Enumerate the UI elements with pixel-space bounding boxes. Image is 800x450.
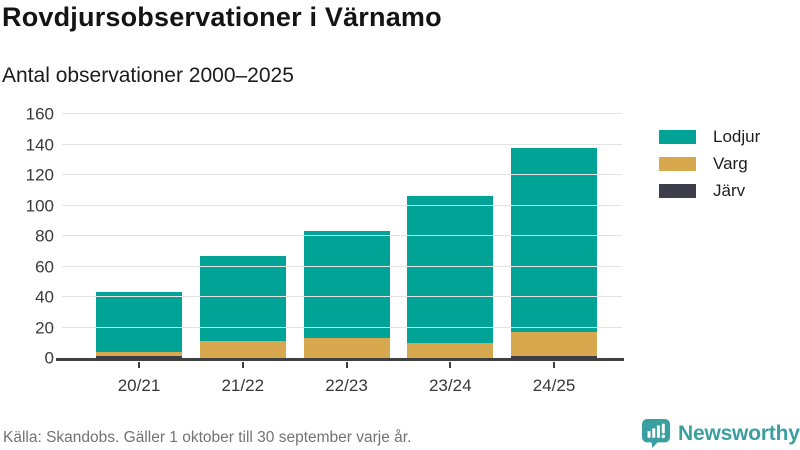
gridline-80	[62, 235, 622, 236]
x-axis-tick	[241, 362, 244, 368]
gridline-120	[62, 174, 622, 175]
bar-segment-lodjur	[199, 255, 286, 342]
y-axis-tick-label: 60	[35, 257, 54, 276]
legend: Lodjur Varg Järv	[659, 128, 760, 209]
newsworthy-chart-bubble-icon	[641, 418, 671, 449]
gridline-20	[62, 326, 622, 328]
x-axis-line	[56, 358, 624, 361]
chart-subtitle: Antal observationer 2000–2025	[2, 64, 294, 87]
bar-21-22: 21/22	[199, 114, 286, 395]
legend-swatch-jarv	[659, 183, 696, 198]
bar-segment-lodjur	[96, 292, 182, 352]
x-axis-tick-label: 21/22	[221, 376, 265, 395]
bar-segment-varg	[96, 351, 182, 357]
x-axis-tick-label: 24/25	[532, 376, 576, 395]
bar-segment-varg	[303, 338, 390, 358]
bar-segment-varg	[199, 341, 286, 358]
brand-wordmark: Newsworthy	[678, 422, 800, 445]
bar-segment-lodjur	[303, 231, 390, 339]
y-axis-tick-label: 160	[25, 104, 54, 124]
y-axis-tick-label: 100	[25, 196, 54, 215]
gridline-100	[62, 204, 622, 206]
y-axis-tick-label: 120	[25, 165, 54, 185]
bar-23-24: 23/24	[407, 114, 494, 395]
legend-item-varg: Varg	[659, 155, 760, 172]
legend-item-jarv: Järv	[659, 182, 760, 199]
y-axis-tick-label: 0	[44, 348, 54, 368]
x-axis-tick-label: 22/23	[325, 376, 368, 395]
gridline-140	[62, 143, 622, 145]
plot-area: 20/21 21/22 22/23 23/24 24/25 0 20 40 60 80 100 12…	[26, 106, 624, 395]
bar-segment-lodjur	[511, 147, 597, 333]
legend-swatch-varg	[659, 156, 696, 171]
bar-22-23: 22/23	[303, 114, 390, 395]
source-note: Källa: Skandobs. Gäller 1 oktober till 3…	[3, 429, 412, 446]
chart-title: Rovdjursobservationer i Värnamo	[2, 2, 442, 32]
y-axis-tick-label: 80	[35, 226, 54, 246]
y-axis-tick-label: 20	[35, 318, 54, 337]
legend-label-jarv: Järv	[713, 181, 746, 200]
x-axis-tick	[138, 362, 140, 368]
gridline-60	[62, 265, 622, 267]
bar-segment-järv	[511, 356, 597, 358]
x-axis-tick	[449, 362, 452, 368]
x-axis-tick-label: 23/24	[428, 376, 472, 395]
legend-swatch-lodjur	[659, 129, 696, 144]
x-axis-tick	[345, 362, 348, 368]
bar-series-container: 20/21 21/22 22/23 23/24 24/25	[62, 114, 622, 395]
bar-24-25: 24/25	[511, 114, 597, 395]
x-axis-tick-label: 20/21	[117, 376, 161, 395]
bar-20-21: 20/21	[96, 114, 182, 395]
legend-label-lodjur: Lodjur	[713, 127, 761, 146]
bar-segment-lodjur	[407, 196, 494, 343]
legend-item-lodjur: Lodjur	[659, 128, 760, 145]
y-axis-tick-label: 140	[25, 135, 54, 154]
gridline-40	[62, 296, 622, 297]
x-axis-tick	[553, 362, 555, 368]
bar-segment-järv	[96, 356, 182, 358]
y-axis-tick-label: 40	[35, 287, 54, 307]
legend-label-varg: Varg	[713, 154, 748, 173]
brand-logo: Newsworthy	[641, 418, 800, 449]
gridline-160	[62, 113, 622, 114]
bar-segment-varg	[407, 342, 494, 358]
bar-segment-varg	[511, 332, 597, 357]
